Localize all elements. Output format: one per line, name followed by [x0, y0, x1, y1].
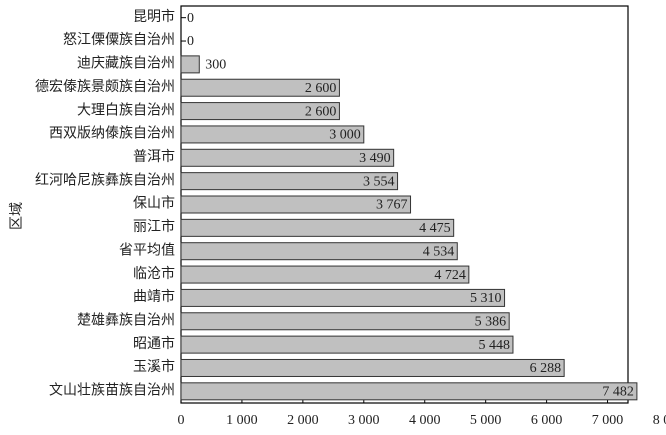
y-tick-label: 大理白族自治州	[77, 102, 175, 118]
bar	[180, 172, 399, 191]
bar	[180, 125, 365, 144]
value-label: 3 490	[359, 151, 391, 166]
value-label: 3 767	[376, 198, 408, 213]
x-tick-label: 6 000	[531, 413, 563, 428]
y-tick-label: 丽江市	[133, 218, 175, 235]
bar	[180, 242, 458, 261]
y-tick-label: 红河哈尼族彝族自治州	[35, 172, 175, 188]
y-tick-label: 临沧市	[133, 265, 175, 282]
bar	[180, 102, 340, 121]
y-tick-label: 普洱市	[133, 148, 175, 165]
value-label: 6 288	[530, 361, 562, 376]
value-label: 0	[187, 34, 194, 49]
x-tick-label: 2 000	[287, 413, 319, 428]
y-tick-label: 玉溪市	[133, 358, 175, 375]
x-tick-label: 0	[178, 413, 185, 428]
bar	[180, 358, 565, 377]
y-tick-label: 曲靖市	[133, 288, 175, 305]
bar	[180, 382, 638, 401]
x-tick-label: 5 000	[470, 413, 502, 428]
y-tick-label: 西双版纳傣族自治州	[49, 126, 175, 142]
y-tick-label: 怒江傈僳族自治州	[63, 32, 175, 48]
bar	[180, 195, 412, 214]
y-tick-label: 德宏傣族景颇族自治州	[35, 78, 175, 95]
value-label: 4 724	[434, 268, 466, 283]
y-tick-label: 迪庆藏族自治州	[77, 56, 175, 72]
x-tick-label: 4 000	[409, 413, 441, 428]
value-label: 5 310	[470, 291, 502, 306]
bar	[180, 148, 395, 167]
bar	[180, 335, 514, 354]
value-label: 2 600	[305, 104, 337, 119]
bar	[180, 265, 470, 284]
bar	[180, 78, 340, 97]
value-label: 2 600	[305, 81, 337, 96]
value-label: 3 000	[329, 128, 361, 143]
bar	[180, 218, 455, 237]
y-axis-label: 区域	[9, 202, 25, 230]
y-tick-label: 文山壮族苗族自治州	[49, 383, 175, 399]
y-tick-label: 昭通市	[133, 335, 175, 352]
value-label: 5 386	[475, 314, 507, 329]
value-label: 4 475	[419, 221, 451, 236]
bar	[180, 55, 200, 74]
x-tick-label: 7 000	[592, 413, 624, 428]
bar	[180, 312, 510, 331]
value-label: 5 448	[478, 338, 510, 353]
y-tick-label: 昆明市	[133, 8, 175, 25]
x-tick-label: 8 000	[653, 413, 666, 428]
value-label: 0	[187, 11, 194, 26]
y-tick-label: 保山市	[133, 195, 175, 212]
x-tick-label: 3 000	[348, 413, 380, 428]
x-tick-label: 1 000	[226, 413, 258, 428]
value-label: 3 554	[363, 174, 395, 189]
bar	[180, 288, 506, 307]
value-label: 300	[205, 58, 226, 73]
y-tick-label: 省平均值	[119, 242, 175, 258]
value-label: 4 534	[423, 244, 455, 259]
value-label: 7 482	[602, 385, 634, 400]
y-tick-label: 楚雄彝族自治州	[77, 312, 175, 328]
